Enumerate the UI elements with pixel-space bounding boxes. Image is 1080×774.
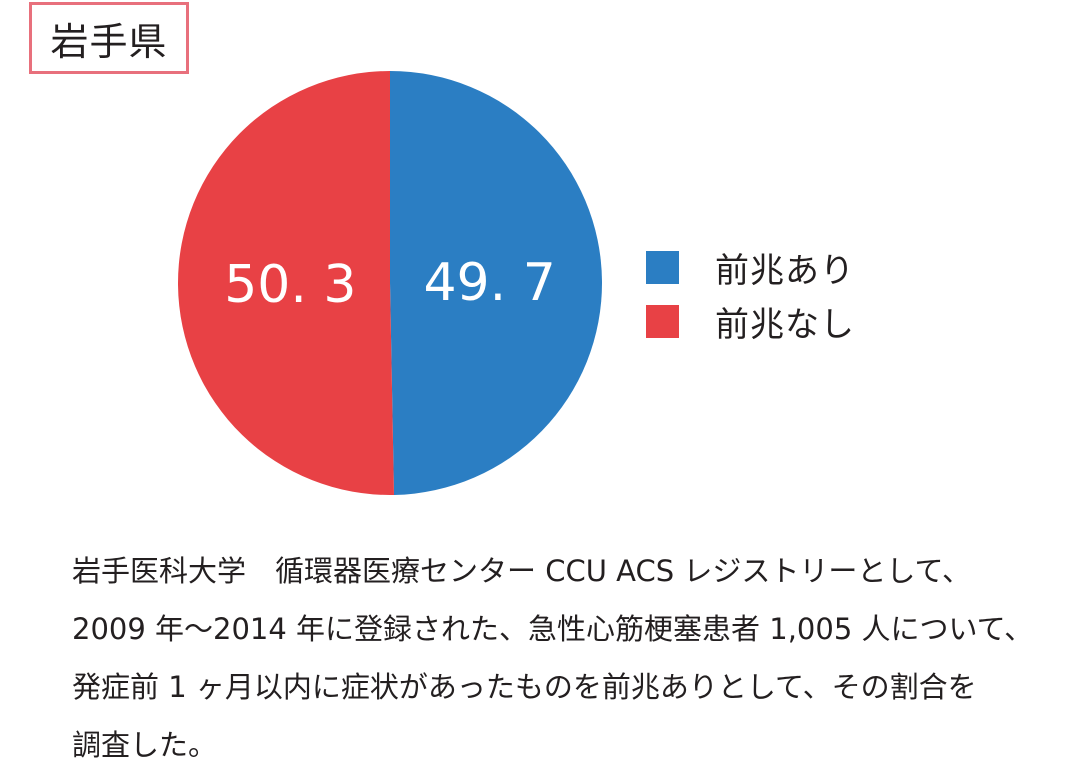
region-label: 岩手県 xyxy=(50,19,168,64)
pie-label-with-warning: 49. 7 xyxy=(423,253,555,313)
description-line: 岩手医科大学 循環器医療センター CCU ACS レジストリーとして、 xyxy=(72,554,972,588)
description-text: 岩手医科大学 循環器医療センター CCU ACS レジストリーとして、 2009… xyxy=(72,542,1062,774)
legend-label-with-warning: 前兆あり xyxy=(715,250,855,291)
description-line: 2009 年〜2014 年に登録された、急性心筋梗塞患者 1,005 人について… xyxy=(72,612,1034,646)
pie-chart: 49. 7 50. 3 xyxy=(178,71,603,495)
chart-legend: 前兆あり 前兆なし xyxy=(646,240,855,348)
legend-item-without-warning: 前兆なし xyxy=(646,294,855,348)
legend-label-without-warning: 前兆なし xyxy=(715,304,855,345)
description-line: 調査した。 xyxy=(72,728,218,762)
legend-item-with-warning: 前兆あり xyxy=(646,240,855,294)
pie-slice-without-warning xyxy=(178,71,394,495)
legend-swatch-without-warning xyxy=(646,304,679,338)
pie-label-without-warning: 50. 3 xyxy=(224,255,356,315)
pie-slice-with-warning xyxy=(390,71,603,495)
description-line: 発症前 1 ヶ月以内に症状があったものを前兆ありとして、その割合を xyxy=(72,670,977,704)
legend-swatch-with-warning xyxy=(646,250,679,284)
region-badge: 岩手県 xyxy=(29,2,189,74)
